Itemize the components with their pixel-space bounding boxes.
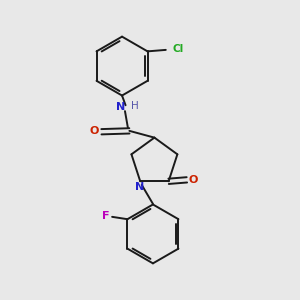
Text: Cl: Cl xyxy=(172,44,184,54)
Text: F: F xyxy=(103,211,110,221)
Text: O: O xyxy=(189,175,198,185)
Text: N: N xyxy=(116,102,125,112)
Text: O: O xyxy=(89,126,99,136)
Text: H: H xyxy=(130,101,138,111)
Text: N: N xyxy=(135,182,144,192)
